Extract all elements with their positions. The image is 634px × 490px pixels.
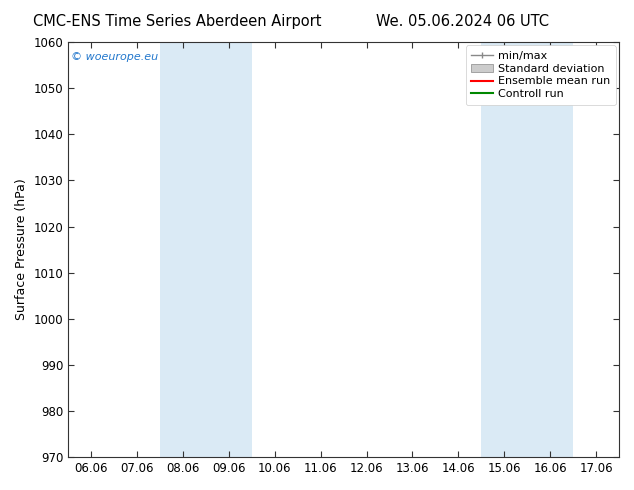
Bar [206,42,252,457]
Legend: min/max, Standard deviation, Ensemble mean run, Controll run: min/max, Standard deviation, Ensemble me… [465,46,616,105]
Text: We. 05.06.2024 06 UTC: We. 05.06.2024 06 UTC [377,14,549,29]
Bar [160,42,206,457]
Text: CMC-ENS Time Series Aberdeen Airport: CMC-ENS Time Series Aberdeen Airport [33,14,322,29]
Bar [527,42,573,457]
Text: © woeurope.eu: © woeurope.eu [71,52,158,62]
Y-axis label: Surface Pressure (hPa): Surface Pressure (hPa) [15,179,28,320]
Bar [481,42,527,457]
